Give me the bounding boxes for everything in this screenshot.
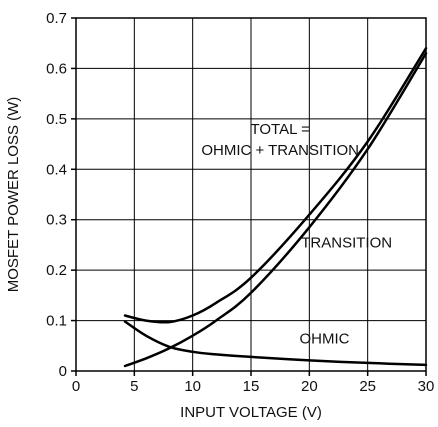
x-tick-label: 15 <box>243 378 260 395</box>
series-line-transition <box>123 52 428 368</box>
y-tick-label: 0.5 <box>46 111 67 128</box>
y-tick-label: 0.1 <box>46 313 67 330</box>
y-axis-title: MOSFET POWER LOSS (W) <box>5 97 22 293</box>
x-tick-label: 25 <box>359 378 376 395</box>
x-tick-label: 20 <box>301 378 318 395</box>
annotation-label: OHMIC + TRANSITION <box>201 142 359 159</box>
x-axis-title: INPUT VOLTAGE (V) <box>180 404 322 421</box>
y-tick-label: 0 <box>59 363 67 380</box>
x-tick-label: 10 <box>184 378 201 395</box>
y-tick-label: 0.7 <box>46 10 67 27</box>
x-tick-label: 5 <box>130 378 138 395</box>
y-tick-label: 0.4 <box>46 161 67 178</box>
grid <box>76 18 426 371</box>
series-group <box>123 47 428 368</box>
x-tick-label: 0 <box>72 378 80 395</box>
tick-labels: 0 5 10 15 20 25 30 0 0.1 0.2 0.3 0.4 0.5 0.6 0.7 <box>46 10 434 395</box>
y-tick-label: 0.2 <box>46 262 67 279</box>
annotation-label: OHMIC <box>300 330 350 347</box>
annotation-label: TOTAL = <box>251 121 311 138</box>
y-tick-label: 0.6 <box>46 60 67 77</box>
annotations: TOTAL = OHMIC + TRANSITION TRANSITION OHMIC <box>201 121 392 347</box>
x-tick-label: 30 <box>418 378 435 395</box>
series-line-total-ohmic-transition <box>123 47 428 324</box>
annotation-label: TRANSITION <box>301 234 392 251</box>
y-tick-label: 0.3 <box>46 212 67 229</box>
series-line-ohmic <box>123 320 428 367</box>
